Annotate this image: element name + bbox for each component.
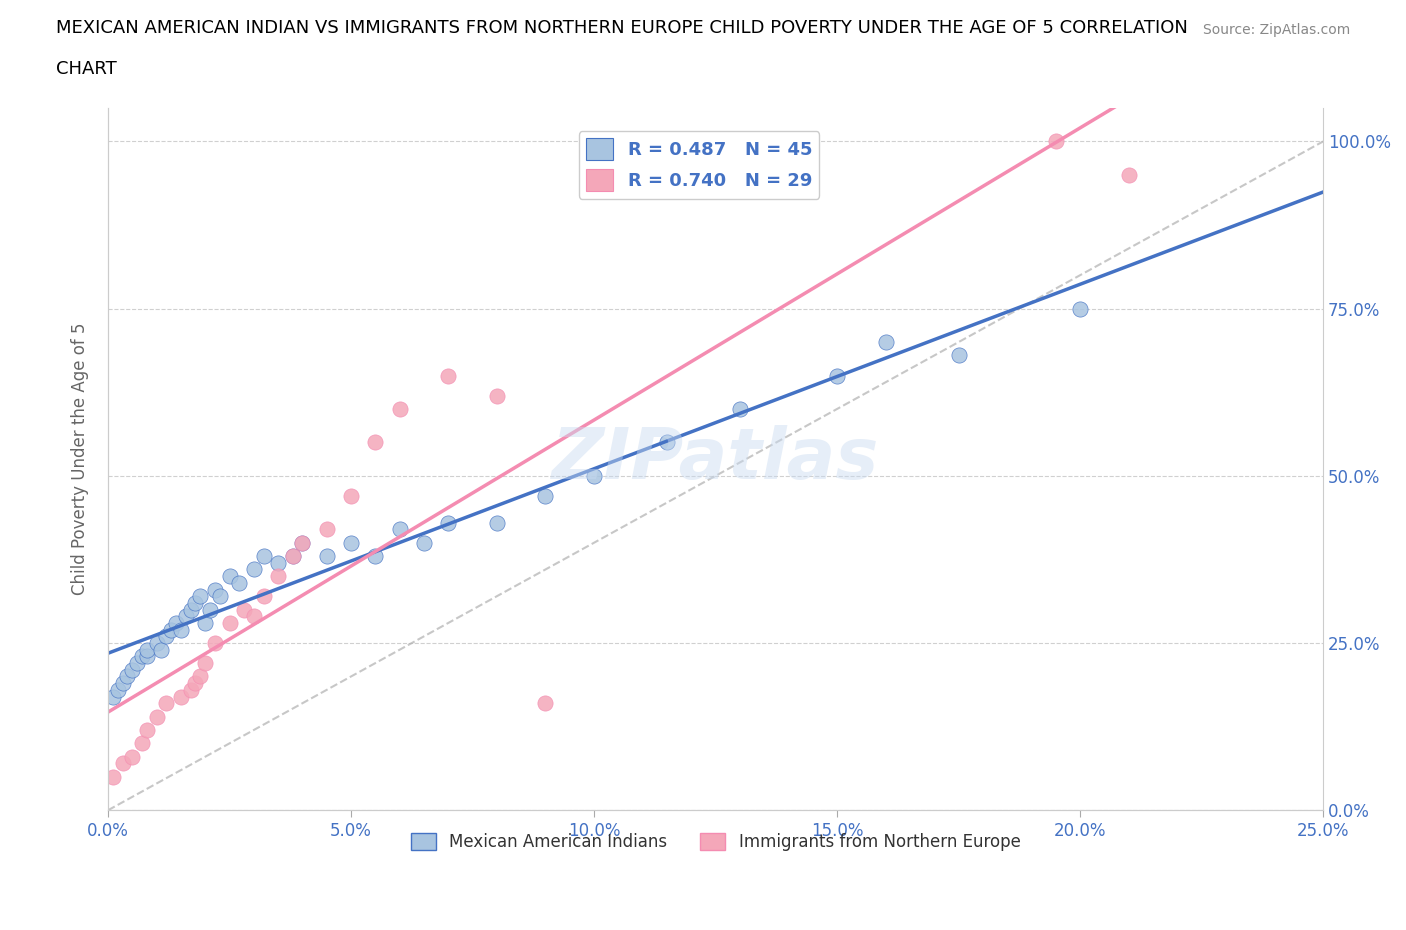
Point (875, 335, 897, 350)
Point (145, 635, 167, 650)
Point (825, 368, 848, 383)
Point (315, 522, 337, 537)
Point (165, 616, 187, 631)
Point (194, 616, 217, 631)
Point (135, 723, 157, 737)
Point (340, 536, 363, 551)
Point (121, 750, 143, 764)
Point (228, 576, 250, 591)
Point (267, 555, 290, 570)
Point (150, 643, 173, 658)
Point (291, 536, 314, 551)
Point (184, 595, 207, 610)
Point (188, 669, 211, 684)
Point (107, 683, 129, 698)
Point (204, 635, 226, 650)
Text: CHART: CHART (56, 60, 117, 78)
Point (111, 756, 134, 771)
Point (170, 622, 193, 637)
Point (155, 629, 177, 644)
Point (121, 662, 143, 677)
Point (174, 609, 197, 624)
Point (281, 549, 304, 564)
Point (111, 676, 134, 691)
Text: Source: ZipAtlas.com: Source: ZipAtlas.com (1202, 23, 1350, 37)
Point (534, 696, 557, 711)
Point (485, 388, 508, 403)
Point (233, 602, 256, 617)
Point (131, 736, 153, 751)
Point (534, 488, 557, 503)
Point (267, 569, 290, 584)
Point (364, 549, 387, 564)
Point (340, 488, 363, 503)
Point (948, 348, 970, 363)
Point (155, 696, 177, 711)
Point (315, 549, 337, 564)
Point (101, 769, 124, 784)
Point (413, 536, 436, 551)
Point (364, 435, 387, 450)
Point (485, 515, 508, 530)
Point (437, 515, 460, 530)
Point (135, 643, 157, 658)
Point (728, 402, 751, 417)
Point (583, 469, 606, 484)
Point (1118, 167, 1140, 182)
Point (127, 656, 149, 671)
Point (1045, 134, 1067, 149)
Point (194, 656, 217, 671)
Point (208, 589, 231, 604)
Point (188, 589, 211, 604)
Point (281, 549, 304, 564)
Y-axis label: Child Poverty Under the Age of 5: Child Poverty Under the Age of 5 (72, 323, 89, 595)
Point (145, 710, 167, 724)
Point (204, 582, 226, 597)
Legend: Mexican American Indians, Immigrants from Northern Europe: Mexican American Indians, Immigrants fro… (404, 827, 1028, 858)
Point (117, 669, 139, 684)
Point (131, 649, 153, 664)
Point (252, 589, 274, 604)
Point (291, 536, 314, 551)
Point (198, 602, 221, 617)
Point (388, 402, 411, 417)
Point (437, 368, 460, 383)
Point (218, 616, 240, 631)
Point (101, 689, 124, 704)
Point (1069, 301, 1091, 316)
Text: ZIPatlas: ZIPatlas (553, 425, 879, 494)
Point (170, 689, 193, 704)
Point (160, 622, 183, 637)
Point (135, 649, 157, 664)
Text: MEXICAN AMERICAN INDIAN VS IMMIGRANTS FROM NORTHERN EUROPE CHILD POVERTY UNDER T: MEXICAN AMERICAN INDIAN VS IMMIGRANTS FR… (56, 19, 1188, 36)
Point (180, 683, 202, 698)
Point (243, 609, 266, 624)
Point (218, 569, 240, 584)
Point (243, 562, 266, 577)
Point (184, 676, 207, 691)
Point (388, 522, 411, 537)
Point (252, 549, 274, 564)
Point (180, 602, 202, 617)
Point (655, 435, 678, 450)
